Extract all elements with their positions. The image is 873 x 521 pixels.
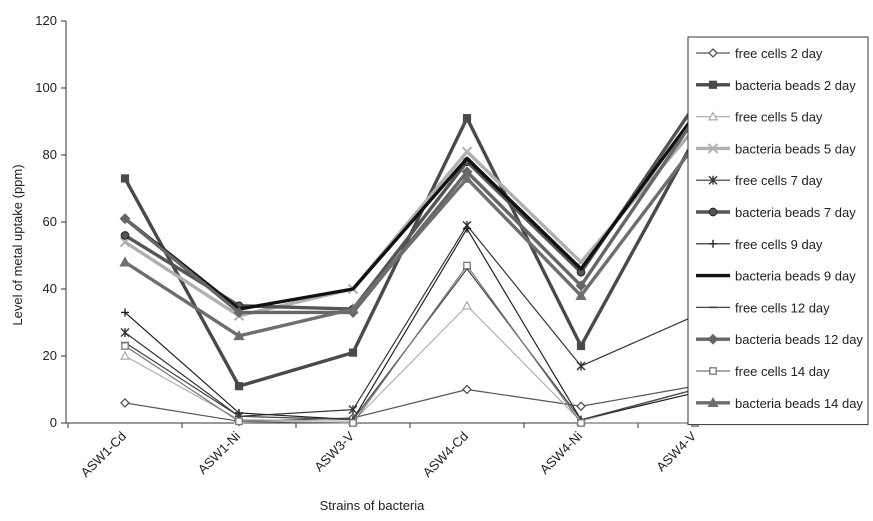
legend-label: bacteria beads 12 day (735, 332, 863, 347)
series-line (123, 113, 697, 311)
point-marker (707, 333, 719, 345)
point-marker (708, 207, 718, 217)
series-free-cells-5-day (119, 300, 701, 426)
y-tick-label: 120 (35, 13, 57, 28)
legend-item: free cells 5 day (696, 110, 823, 125)
legend-item: bacteria beads 5 day (696, 141, 856, 156)
series-bacteria-beads-9-day (123, 113, 697, 311)
y-tick-label: 0 (50, 415, 57, 430)
y-tick-label: 40 (43, 281, 57, 296)
legend-label: free cells 14 day (735, 364, 830, 379)
y-tick-label: 80 (43, 147, 57, 162)
legend-item: free cells 12 day (696, 300, 830, 315)
series-bacteria-beads-14-day (119, 139, 701, 341)
point-marker (233, 307, 245, 318)
series-bacteria-beads-7-day (120, 100, 700, 314)
point-marker (708, 48, 718, 58)
x-tick-label: ASW3-V (311, 428, 357, 474)
point-marker (576, 361, 586, 371)
point-marker (461, 300, 473, 310)
point-marker (462, 114, 472, 123)
legend-item: bacteria beads 7 day (696, 205, 856, 220)
point-marker (347, 303, 359, 314)
point-marker (120, 328, 130, 338)
point-marker (119, 256, 131, 267)
x-tick-label: ASW4-V (653, 428, 699, 474)
series-line (123, 117, 697, 315)
point-marker (463, 261, 471, 270)
series-free-cells-2-day (120, 381, 700, 427)
series-line (124, 127, 697, 318)
legend-item: free cells 2 day (696, 46, 823, 61)
legend-item: free cells 14 day (696, 364, 830, 379)
point-marker (707, 396, 719, 408)
point-marker (461, 172, 473, 183)
point-marker (707, 111, 719, 121)
y-axis-label: Level of metal uptake (ppm) (10, 164, 25, 325)
legend-item: bacteria beads 12 day (696, 332, 863, 347)
series-free-cells-7-day (120, 220, 700, 421)
legend: free cells 2 day bacteria beads 2 day free… (687, 36, 869, 426)
point-marker (120, 174, 130, 183)
legend-label: free cells 5 day (735, 110, 823, 125)
point-marker (576, 401, 586, 412)
point-marker (119, 213, 131, 225)
legend-item: free cells 9 day (696, 237, 823, 252)
legend-item: bacteria beads 14 day (696, 396, 863, 411)
point-marker (120, 397, 130, 408)
legend-label: bacteria beads 7 day (735, 205, 856, 220)
point-marker (349, 419, 357, 427)
point-marker (121, 308, 129, 317)
point-marker (234, 382, 244, 391)
legend-item: bacteria beads 9 day (696, 269, 856, 284)
x-tick-label: ASW1-Ni (195, 428, 243, 476)
legend-item: free cells 7 day (696, 173, 823, 188)
point-marker (708, 80, 718, 89)
point-marker (348, 348, 358, 357)
legend-label: bacteria beads 9 day (735, 269, 856, 284)
legend-label: free cells 12 day (735, 300, 830, 315)
series-lines (119, 100, 701, 427)
point-marker (709, 239, 717, 248)
point-marker (576, 341, 586, 351)
x-tick-label: ASW1-Cd (78, 429, 129, 480)
y-tick-label: 100 (35, 80, 57, 95)
point-marker (120, 231, 130, 240)
legend-item: bacteria beads 2 day (696, 78, 856, 93)
series-line (124, 385, 696, 422)
y-tick-label: 20 (43, 348, 57, 363)
series-line (124, 103, 697, 311)
point-marker (119, 350, 131, 360)
point-marker (235, 417, 243, 426)
x-axis-label: Strains of bacteria (320, 498, 426, 513)
series-line (124, 264, 695, 424)
y-tick-label: 60 (43, 214, 57, 229)
point-marker (463, 224, 471, 233)
legend-box (687, 36, 869, 426)
point-marker (709, 367, 717, 375)
series-line (123, 116, 697, 388)
legend-label: bacteria beads 14 day (735, 396, 863, 411)
legend-label: free cells 7 day (735, 173, 823, 188)
legend-label: free cells 9 day (735, 237, 823, 252)
x-tick-label: ASW4-Ni (537, 428, 585, 476)
point-marker (577, 419, 585, 427)
point-marker (708, 175, 718, 185)
point-marker (575, 289, 587, 300)
x-tick-label: ASW4-Cd (420, 429, 471, 480)
legend-label: bacteria beads 2 day (735, 78, 856, 93)
series-line (124, 143, 697, 338)
point-marker (461, 146, 473, 157)
point-marker (348, 405, 358, 415)
point-marker (462, 384, 472, 395)
point-marker (121, 342, 129, 350)
series-line (124, 224, 696, 417)
point-marker (707, 143, 719, 154)
point-marker (233, 330, 245, 341)
legend-label: free cells 2 day (735, 46, 823, 61)
legend-label: bacteria beads 5 day (735, 141, 856, 156)
